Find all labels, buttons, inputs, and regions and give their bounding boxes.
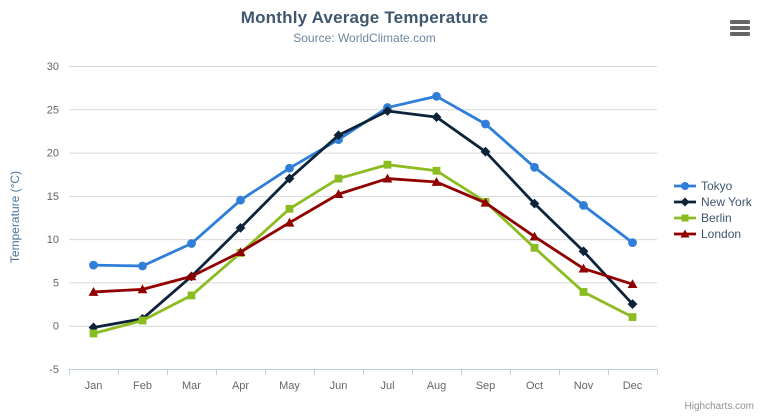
series-london	[88, 173, 638, 296]
data-point-marker[interactable]	[236, 195, 245, 205]
legend-item-london[interactable]: London	[674, 226, 752, 242]
series-line-london[interactable]	[92, 177, 634, 294]
x-axis-label: Oct	[526, 380, 543, 392]
y-axis-title: Temperature (°C)	[8, 170, 22, 264]
data-point-marker[interactable]	[138, 261, 147, 271]
data-point-marker[interactable]	[187, 291, 196, 300]
y-axis-label: 30	[47, 61, 59, 73]
data-point-marker[interactable]	[137, 284, 148, 294]
legend-label: New York	[701, 195, 752, 209]
x-axis-label: Feb	[133, 380, 152, 392]
x-axis-label: Jan	[85, 380, 103, 392]
x-axis-labels: Jan Feb Mar Apr May Jun Jul Aug Sep Oct Nov Dec	[85, 380, 643, 392]
data-point-marker[interactable]	[530, 243, 539, 252]
x-axis-label: Nov	[574, 380, 594, 392]
data-point-marker[interactable]	[680, 197, 690, 207]
x-axis-label: Aug	[427, 380, 447, 392]
data-point-marker[interactable]	[89, 260, 98, 270]
series-new-york	[88, 106, 638, 333]
data-point-marker[interactable]	[382, 106, 393, 116]
data-point-marker[interactable]	[681, 182, 689, 190]
export-context-menu-button[interactable]	[730, 20, 750, 37]
legend-item-tokyo[interactable]: Tokyo	[674, 178, 752, 194]
series-line-berlin[interactable]	[92, 163, 634, 335]
data-point-marker[interactable]	[383, 160, 392, 169]
hamburger-menu-icon	[730, 20, 750, 24]
y-axis-label: 5	[53, 277, 59, 289]
data-point-marker[interactable]	[138, 316, 147, 325]
legend-marker-diamond-icon	[674, 197, 696, 207]
y-axis-label: 15	[47, 191, 59, 203]
legend-item-new-york[interactable]: New York	[674, 194, 752, 210]
y-axis-label: 20	[47, 148, 59, 160]
data-point-marker[interactable]	[627, 299, 638, 309]
data-point-marker[interactable]	[432, 166, 441, 175]
y-axis-label: 0	[53, 321, 59, 333]
data-point-marker[interactable]	[285, 204, 294, 213]
data-point-marker[interactable]	[680, 229, 690, 238]
chart-title: Monthly Average Temperature	[240, 8, 489, 27]
data-point-marker[interactable]	[285, 163, 294, 173]
data-point-marker[interactable]	[88, 287, 99, 296]
data-point-marker[interactable]	[187, 239, 196, 248]
data-point-marker[interactable]	[578, 263, 589, 273]
y-axis-labels: -5 0 5 10 15 20 25 30	[47, 61, 59, 376]
data-point-marker[interactable]	[681, 214, 689, 222]
data-point-marker[interactable]	[333, 130, 344, 141]
hamburger-menu-icon	[730, 26, 750, 30]
credits-link[interactable]: Highcharts.com	[684, 401, 754, 412]
data-point-marker[interactable]	[89, 329, 98, 338]
data-point-marker[interactable]	[235, 247, 246, 257]
data-point-marker[interactable]	[432, 91, 441, 101]
data-point-marker[interactable]	[628, 238, 637, 248]
y-axis-label: 25	[47, 104, 59, 116]
data-point-marker[interactable]	[431, 177, 442, 186]
legend: Tokyo New York Berlin London	[674, 178, 752, 242]
x-axis-label: Sep	[476, 380, 496, 392]
hamburger-menu-icon	[730, 32, 750, 36]
data-point-marker[interactable]	[481, 119, 490, 129]
legend-marker-triangle-icon	[674, 229, 696, 238]
chart-subtitle: Source: WorldClimate.com	[293, 31, 436, 45]
data-point-marker[interactable]	[529, 231, 540, 241]
data-point-marker[interactable]	[480, 197, 491, 207]
x-axis-label: Apr	[232, 380, 249, 392]
y-axis-label: 10	[47, 234, 59, 246]
data-point-marker[interactable]	[529, 198, 540, 209]
series-tokyo	[89, 91, 637, 271]
data-point-marker[interactable]	[382, 173, 393, 183]
data-point-marker[interactable]	[235, 222, 246, 233]
data-point-marker[interactable]	[627, 279, 638, 289]
y-gridlines	[69, 66, 657, 370]
legend-label: London	[701, 227, 742, 241]
x-axis-label: Jul	[380, 380, 394, 392]
data-point-marker[interactable]	[186, 271, 197, 281]
legend-label: Berlin	[701, 211, 732, 225]
data-point-marker[interactable]	[628, 313, 637, 321]
data-point-marker[interactable]	[284, 217, 295, 227]
x-axis-label: Dec	[623, 380, 643, 392]
legend-label: Tokyo	[701, 179, 733, 193]
data-point-marker[interactable]	[579, 288, 588, 296]
data-point-marker[interactable]	[530, 162, 539, 172]
data-point-marker[interactable]	[431, 112, 442, 122]
x-axis-label: Mar	[182, 380, 201, 392]
data-point-marker[interactable]	[578, 246, 589, 257]
x-axis-label: Jun	[330, 380, 348, 392]
legend-marker-square-icon	[674, 214, 696, 222]
legend-marker-circle-icon	[674, 182, 696, 190]
data-point-marker[interactable]	[480, 146, 491, 157]
x-axis-label: May	[279, 380, 300, 392]
data-point-marker[interactable]	[284, 173, 295, 184]
data-point-marker[interactable]	[334, 174, 343, 183]
legend-item-berlin[interactable]: Berlin	[674, 210, 752, 226]
data-point-marker[interactable]	[579, 200, 588, 210]
series-line-new-york[interactable]	[92, 109, 634, 329]
y-axis-label: -5	[49, 364, 59, 376]
x-axis	[69, 369, 658, 375]
data-point-marker[interactable]	[333, 189, 344, 199]
